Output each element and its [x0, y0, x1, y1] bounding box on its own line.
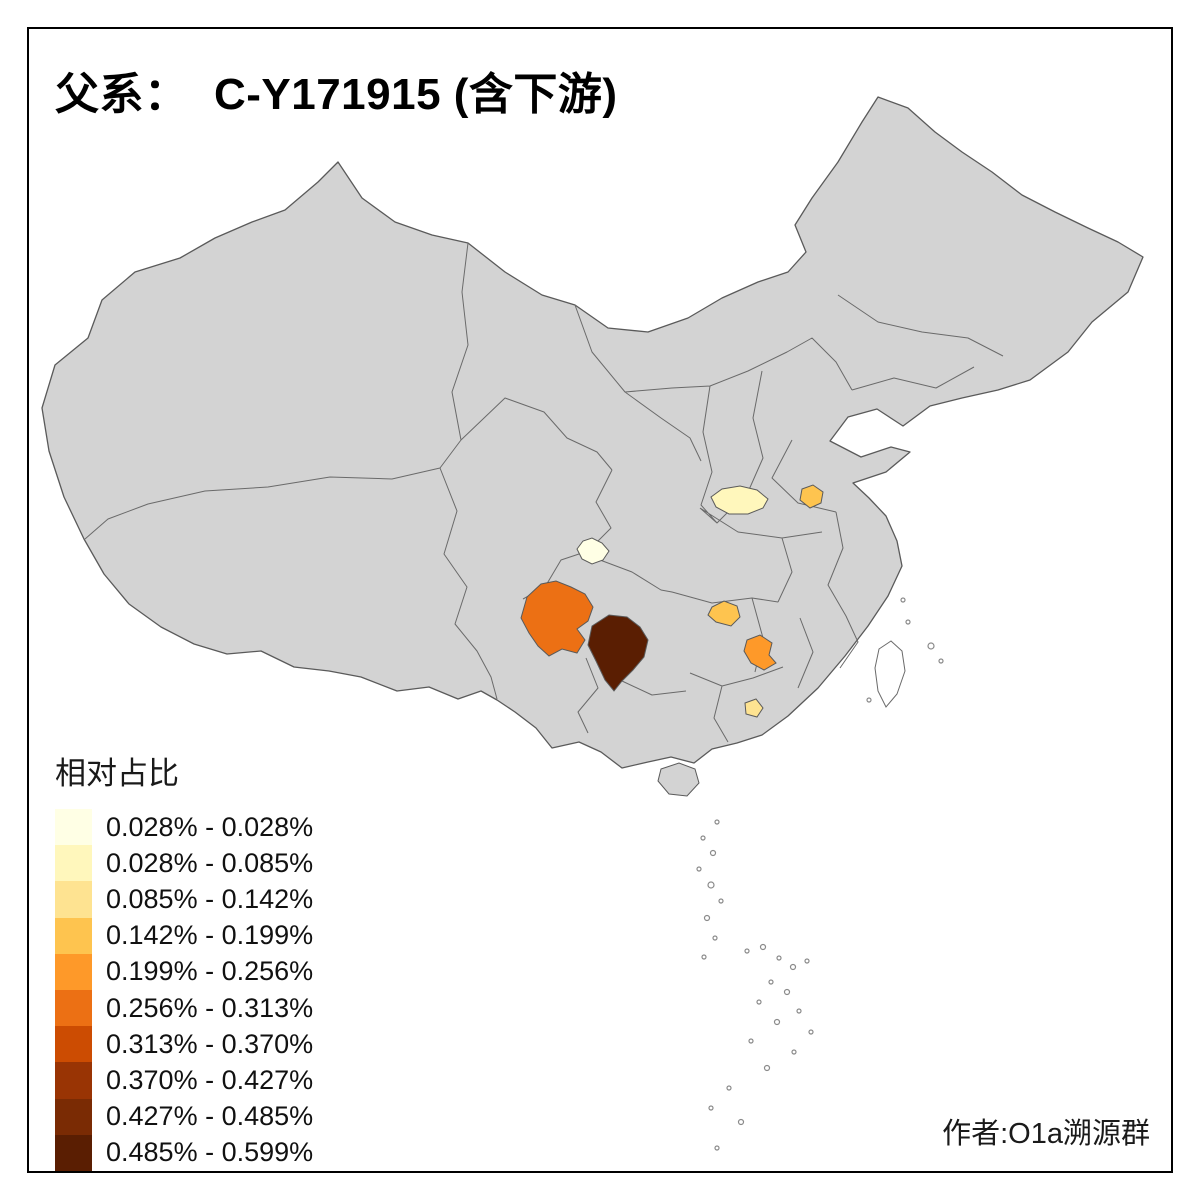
islet [748, 1038, 754, 1044]
legend-swatch [55, 1026, 92, 1063]
region-class6-southwest-large [520, 580, 594, 657]
islet [726, 1085, 732, 1091]
legend-label: 0.028% - 0.028% [106, 811, 314, 842]
islet [900, 597, 906, 603]
islet [700, 835, 706, 841]
plot-frame [27, 27, 1173, 1173]
islet [938, 658, 944, 664]
islet [696, 866, 702, 872]
legend-swatch [55, 809, 92, 846]
islet [791, 1049, 797, 1055]
legend-label: 0.427% - 0.485% [106, 1101, 314, 1132]
legend-title: 相对占比 [55, 756, 179, 791]
legend-row: 0.028% - 0.028% [55, 809, 314, 846]
islet [714, 819, 720, 825]
legend-row: 0.485% - 0.599% [55, 1134, 314, 1171]
islet [744, 948, 750, 954]
region-class1-cream [576, 537, 610, 565]
region-class4-gold-small [799, 484, 824, 509]
legend-label: 0.256% - 0.313% [106, 992, 314, 1023]
region-class4-central [707, 600, 741, 627]
islet [707, 881, 715, 889]
legend-row: 0.370% - 0.427% [55, 1062, 314, 1099]
legend-row: 0.256% - 0.313% [55, 989, 314, 1027]
islet [927, 642, 935, 650]
legend-swatch [55, 1098, 92, 1135]
islet [759, 943, 767, 951]
islet [783, 988, 791, 996]
region-class3-small-pale [744, 698, 764, 718]
legend-swatch [55, 917, 92, 954]
islet [708, 1105, 714, 1111]
legend-row: 0.028% - 0.085% [55, 845, 314, 882]
province-borders [84, 242, 1004, 743]
legend-label: 0.370% - 0.427% [106, 1064, 314, 1095]
islet [763, 1064, 771, 1072]
legend-label: 0.085% - 0.142% [106, 883, 314, 914]
islet [866, 697, 872, 703]
legend-swatch [55, 881, 92, 918]
islet [701, 954, 707, 960]
islet [737, 1118, 745, 1126]
islet [776, 955, 782, 961]
sea-islets [696, 597, 944, 1151]
region-class5-orange [743, 634, 777, 671]
islet [768, 979, 774, 985]
islet [712, 935, 718, 941]
islet [808, 1029, 814, 1035]
region-class2-pale-yellow [710, 485, 769, 515]
islet [714, 1145, 720, 1151]
islet [756, 999, 762, 1005]
legend-swatch [55, 845, 92, 882]
legend-label: 0.313% - 0.370% [106, 1028, 314, 1059]
credit-text: 作者:O1a溯源群 [942, 1118, 1150, 1150]
islet [703, 914, 711, 922]
legend-swatch [55, 989, 92, 1027]
legend-swatch [55, 1134, 92, 1171]
legend-row: 0.199% - 0.256% [55, 953, 314, 990]
page-title: 父系： C-Y171915 (含下游) [55, 70, 618, 119]
legend-swatch [55, 953, 92, 990]
legend-label: 0.028% - 0.085% [106, 847, 314, 878]
islet [773, 1018, 781, 1026]
islet [905, 619, 911, 625]
islet [804, 958, 810, 964]
islet [789, 963, 797, 971]
islet [796, 1008, 802, 1014]
legend-row: 0.313% - 0.370% [55, 1026, 314, 1063]
legend: 相对占比 0.028% - 0.028% 0.028% - 0.085% 0.0… [55, 748, 313, 1171]
region-class10-darkest [587, 614, 649, 692]
islet [718, 898, 724, 904]
taiwan-island [874, 640, 906, 708]
hainan-island [657, 762, 700, 797]
legend-label: 0.142% - 0.199% [106, 920, 314, 951]
legend-row: 0.427% - 0.485% [55, 1098, 314, 1135]
legend-label: 0.199% - 0.256% [106, 956, 314, 987]
legend-label: 0.485% - 0.599% [106, 1137, 314, 1168]
china-outline [41, 96, 1144, 769]
legend-row: 0.085% - 0.142% [55, 881, 314, 918]
islet [709, 849, 717, 857]
legend-row: 0.142% - 0.199% [55, 917, 314, 954]
legend-swatch [55, 1062, 92, 1099]
